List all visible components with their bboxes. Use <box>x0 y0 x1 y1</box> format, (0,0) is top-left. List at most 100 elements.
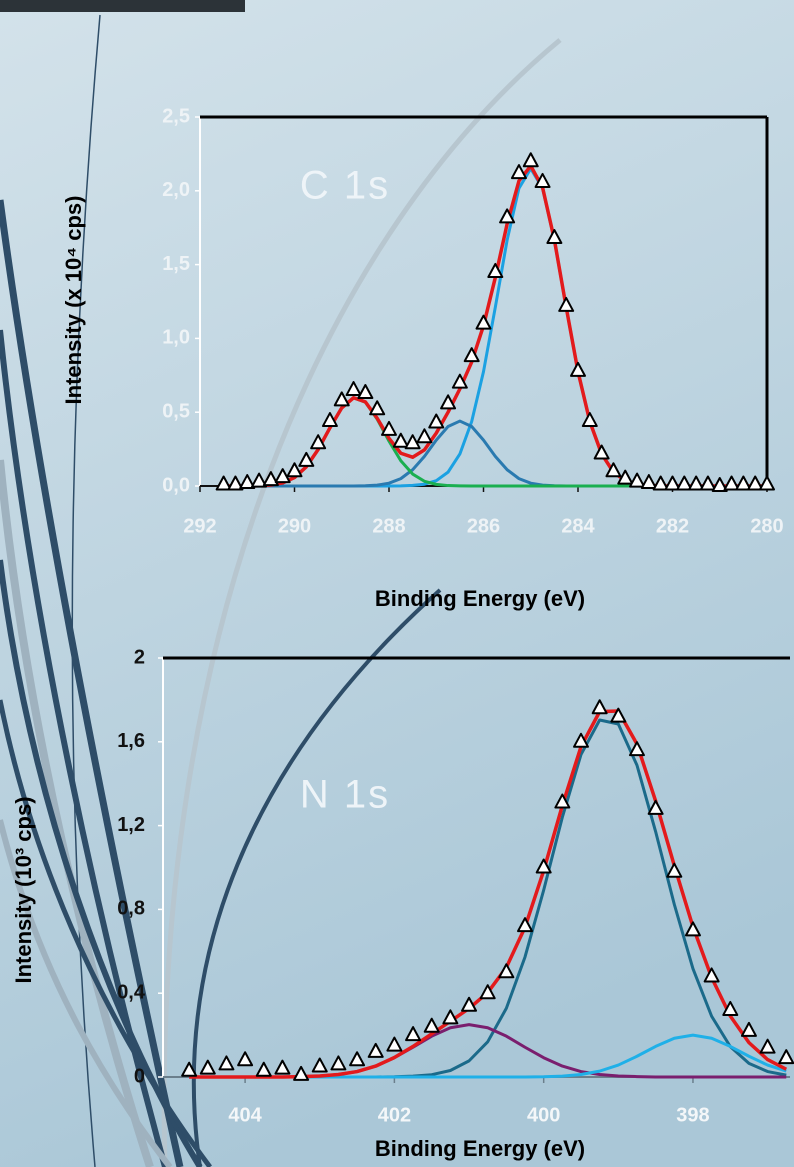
x-tick-label: 290 <box>278 515 311 537</box>
x-tick-label: 398 <box>676 1104 709 1126</box>
y-axis-label: Intensity (x 10⁴ cps) <box>61 196 86 405</box>
data-point <box>498 963 515 979</box>
y-tick-label: 0,8 <box>117 898 145 920</box>
data-point <box>239 474 256 490</box>
data-point <box>181 1061 198 1077</box>
data-point <box>461 996 478 1012</box>
data-point <box>676 475 693 491</box>
y-tick-label: 1,2 <box>117 814 145 836</box>
data-point <box>349 1051 366 1067</box>
x-tick-label: 288 <box>372 515 405 537</box>
data-point <box>703 967 720 983</box>
data-point <box>416 428 433 444</box>
data-point <box>218 1055 235 1071</box>
data-point <box>534 172 551 188</box>
decoration <box>0 14 562 1167</box>
data-point <box>664 475 681 491</box>
data-point <box>227 475 244 491</box>
data-point <box>262 471 279 487</box>
data-point <box>333 391 350 407</box>
data-point <box>404 434 421 450</box>
data-point <box>647 799 664 815</box>
data-point <box>558 296 575 312</box>
y-tick-label: 0,0 <box>162 474 190 496</box>
x-axis-label: Binding Energy (eV) <box>375 1136 585 1161</box>
y-tick-label: 0,4 <box>117 981 146 1003</box>
data-point <box>510 164 527 180</box>
y-tick-label: 1,6 <box>117 730 145 752</box>
data-point <box>310 434 327 450</box>
data-point <box>617 469 634 485</box>
data-point <box>451 373 468 389</box>
y-tick-label: 2,5 <box>162 105 190 127</box>
data-point <box>581 412 598 428</box>
data-point <box>699 475 716 491</box>
data-point <box>440 394 457 410</box>
data-point <box>591 699 608 715</box>
data-point <box>321 412 338 428</box>
data-point <box>722 1000 739 1016</box>
data-point <box>479 984 496 1000</box>
data-point <box>255 1061 272 1077</box>
data-point <box>487 262 504 278</box>
data-point <box>199 1059 216 1075</box>
data-point <box>428 413 445 429</box>
top-bar <box>0 0 245 12</box>
data-point <box>293 1065 310 1081</box>
x-tick-label: 400 <box>527 1104 560 1126</box>
data-point <box>311 1057 328 1073</box>
x-tick-label: 286 <box>467 515 500 537</box>
data-point <box>405 1026 422 1042</box>
data-point <box>386 1036 403 1052</box>
data-point <box>286 462 303 478</box>
data-point <box>593 444 610 460</box>
data-point <box>357 384 374 400</box>
data-point <box>628 741 645 757</box>
x-tick-label: 404 <box>228 1104 262 1126</box>
data-point <box>570 361 586 377</box>
y-axis-label: Intensity (10³ cps) <box>11 796 36 983</box>
data-point <box>759 1038 776 1054</box>
data-point <box>392 432 409 448</box>
data-point <box>640 474 657 490</box>
data-point <box>652 475 669 491</box>
y-tick-label: 2 <box>134 646 145 668</box>
x-axis-label: Binding Energy (eV) <box>375 586 585 611</box>
x-tick-label: 292 <box>183 515 216 537</box>
data-point <box>573 732 589 748</box>
data-point <box>330 1055 347 1071</box>
y-tick-label: 2,0 <box>162 179 190 201</box>
data-point <box>345 381 362 397</box>
data-point <box>610 707 627 723</box>
data-point <box>381 420 397 436</box>
data-point <box>629 472 646 488</box>
y-tick-label: 1,0 <box>162 327 190 349</box>
data-point <box>517 917 534 933</box>
data-point <box>684 921 701 937</box>
data-point <box>274 468 291 484</box>
data-point <box>740 1021 757 1037</box>
data-point <box>522 152 539 168</box>
data-point <box>369 400 386 416</box>
data-point <box>535 858 552 874</box>
x-tick-label: 284 <box>561 515 595 537</box>
data-point <box>475 314 492 330</box>
data-point <box>251 472 268 488</box>
data-point <box>723 475 740 491</box>
data-point <box>546 229 563 245</box>
x-tick-label: 280 <box>750 515 783 537</box>
y-tick-label: 0,5 <box>162 400 190 422</box>
data-point <box>747 475 764 491</box>
y-tick-label: 1,5 <box>162 253 190 275</box>
x-tick-label: 402 <box>378 1104 411 1126</box>
data-point <box>605 462 622 478</box>
data-point <box>499 208 516 224</box>
data-point <box>666 862 683 878</box>
data-point <box>215 475 232 491</box>
data-point <box>274 1059 291 1075</box>
data-point <box>237 1051 254 1067</box>
x-tick-label: 282 <box>656 515 689 537</box>
